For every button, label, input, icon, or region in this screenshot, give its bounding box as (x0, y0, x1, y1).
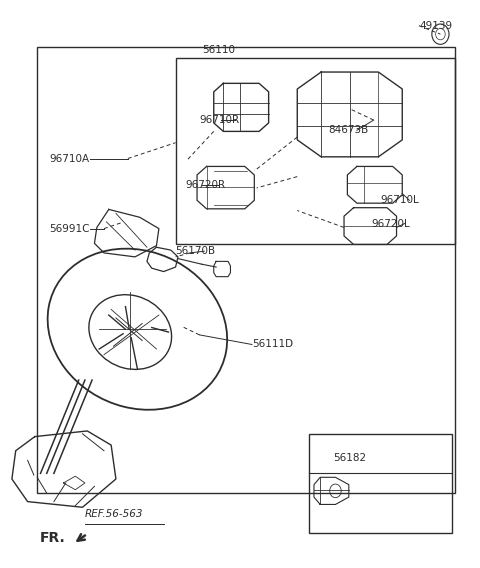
Bar (176, 58, 455, 244)
Text: REF.56-563: REF.56-563 (85, 509, 144, 519)
Text: FR.: FR. (39, 531, 65, 545)
Text: 56991C: 56991C (49, 224, 90, 233)
Text: 96710R: 96710R (199, 115, 240, 125)
Text: 96720L: 96720L (371, 219, 410, 228)
Text: 96720R: 96720R (185, 179, 225, 190)
Text: 96710L: 96710L (381, 195, 420, 206)
Text: 56170B: 56170B (176, 246, 216, 256)
Bar (309, 434, 452, 533)
Text: 56110: 56110 (202, 44, 235, 55)
Text: 56111D: 56111D (252, 340, 293, 349)
Text: 84673B: 84673B (328, 126, 369, 135)
Text: 56182: 56182 (333, 453, 366, 462)
Bar (37, 47, 455, 493)
Text: 96710A: 96710A (49, 153, 89, 164)
Text: 49139: 49139 (419, 20, 452, 31)
